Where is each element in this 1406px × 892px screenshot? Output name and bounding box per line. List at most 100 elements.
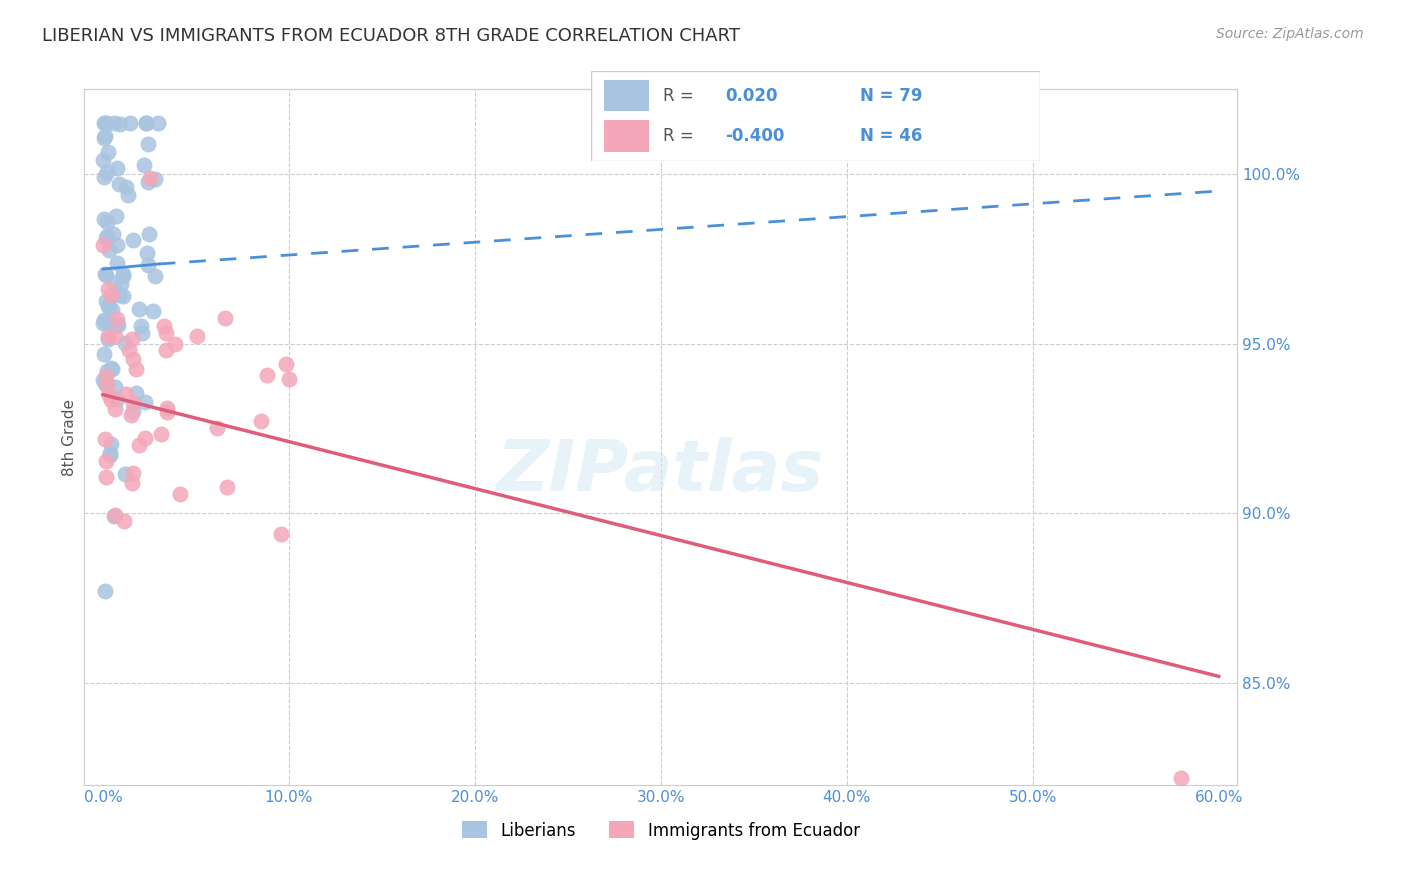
Point bbox=[120, 409, 142, 423]
Point bbox=[97, 145, 120, 159]
Point bbox=[94, 116, 117, 130]
Text: ZIPatlas: ZIPatlas bbox=[498, 437, 824, 507]
Point bbox=[103, 276, 125, 290]
Point bbox=[98, 448, 121, 462]
Point bbox=[138, 227, 160, 241]
Point bbox=[97, 332, 120, 346]
Point bbox=[105, 312, 128, 326]
Point bbox=[250, 414, 273, 428]
Text: N = 79: N = 79 bbox=[860, 87, 922, 105]
Point bbox=[111, 289, 134, 303]
Point bbox=[165, 336, 187, 351]
Point bbox=[105, 392, 128, 406]
Point bbox=[128, 301, 150, 316]
Point bbox=[93, 316, 115, 330]
Point bbox=[122, 395, 145, 409]
Point bbox=[108, 117, 131, 131]
Point bbox=[125, 385, 148, 400]
Point bbox=[94, 378, 117, 392]
Point bbox=[94, 116, 117, 130]
Point bbox=[118, 343, 141, 357]
Point bbox=[100, 360, 122, 375]
Point bbox=[121, 332, 143, 346]
Point bbox=[215, 480, 238, 494]
Point bbox=[152, 318, 174, 333]
Text: N = 46: N = 46 bbox=[860, 128, 922, 145]
Point bbox=[101, 362, 124, 376]
Point bbox=[111, 268, 134, 283]
Point bbox=[135, 116, 157, 130]
Point bbox=[96, 364, 118, 378]
Point bbox=[96, 165, 118, 179]
Point bbox=[91, 153, 114, 168]
Legend: Liberians, Immigrants from Ecuador: Liberians, Immigrants from Ecuador bbox=[456, 814, 866, 847]
Point bbox=[114, 387, 136, 401]
Point bbox=[98, 446, 121, 460]
Point bbox=[134, 431, 156, 445]
Point bbox=[107, 318, 129, 333]
Point bbox=[112, 514, 135, 528]
Point bbox=[96, 293, 118, 308]
Text: R =: R = bbox=[662, 128, 693, 145]
FancyBboxPatch shape bbox=[605, 80, 650, 112]
Point bbox=[111, 267, 134, 281]
Point bbox=[93, 312, 115, 326]
Point bbox=[97, 243, 120, 257]
Point bbox=[93, 169, 115, 184]
Point bbox=[96, 454, 118, 468]
Point bbox=[122, 233, 145, 247]
Point bbox=[169, 486, 191, 500]
Point bbox=[128, 438, 150, 452]
Point bbox=[105, 237, 128, 252]
Point bbox=[100, 437, 122, 451]
Text: R =: R = bbox=[662, 87, 693, 105]
Point bbox=[100, 287, 122, 301]
Point bbox=[94, 432, 117, 446]
Point bbox=[105, 209, 128, 223]
Point bbox=[135, 116, 157, 130]
Point bbox=[104, 508, 127, 522]
Point bbox=[103, 319, 125, 334]
Point bbox=[1170, 771, 1192, 785]
Point bbox=[91, 238, 114, 252]
Point bbox=[136, 246, 159, 260]
Point bbox=[96, 228, 118, 243]
Point bbox=[139, 171, 162, 186]
Point bbox=[156, 401, 179, 415]
Text: LIBERIAN VS IMMIGRANTS FROM ECUADOR 8TH GRADE CORRELATION CHART: LIBERIAN VS IMMIGRANTS FROM ECUADOR 8TH … bbox=[42, 27, 740, 45]
Text: Source: ZipAtlas.com: Source: ZipAtlas.com bbox=[1216, 27, 1364, 41]
Point bbox=[93, 116, 115, 130]
Point bbox=[186, 328, 208, 343]
Point bbox=[155, 343, 177, 357]
Point bbox=[94, 369, 117, 384]
Point bbox=[96, 215, 118, 229]
Point bbox=[114, 467, 136, 481]
Point bbox=[214, 310, 236, 325]
Point bbox=[142, 303, 165, 318]
Point bbox=[94, 267, 117, 281]
Point bbox=[277, 372, 299, 386]
Point bbox=[136, 175, 159, 189]
Text: 0.020: 0.020 bbox=[725, 87, 778, 105]
Point bbox=[104, 380, 127, 394]
Point bbox=[97, 316, 120, 330]
Point bbox=[118, 116, 141, 130]
Point bbox=[129, 318, 152, 333]
Point bbox=[97, 387, 120, 401]
Point bbox=[110, 277, 132, 292]
Point bbox=[100, 393, 122, 408]
FancyBboxPatch shape bbox=[605, 120, 650, 152]
Point bbox=[97, 300, 120, 314]
Point bbox=[104, 328, 127, 343]
Point bbox=[91, 374, 114, 388]
Point bbox=[94, 231, 117, 245]
Point bbox=[131, 326, 153, 340]
Point bbox=[114, 336, 136, 351]
Point bbox=[105, 317, 128, 331]
Point bbox=[93, 131, 115, 145]
Point bbox=[270, 527, 292, 541]
Point bbox=[122, 351, 145, 366]
Point bbox=[94, 128, 117, 143]
Point bbox=[97, 299, 120, 313]
Point bbox=[136, 136, 159, 151]
